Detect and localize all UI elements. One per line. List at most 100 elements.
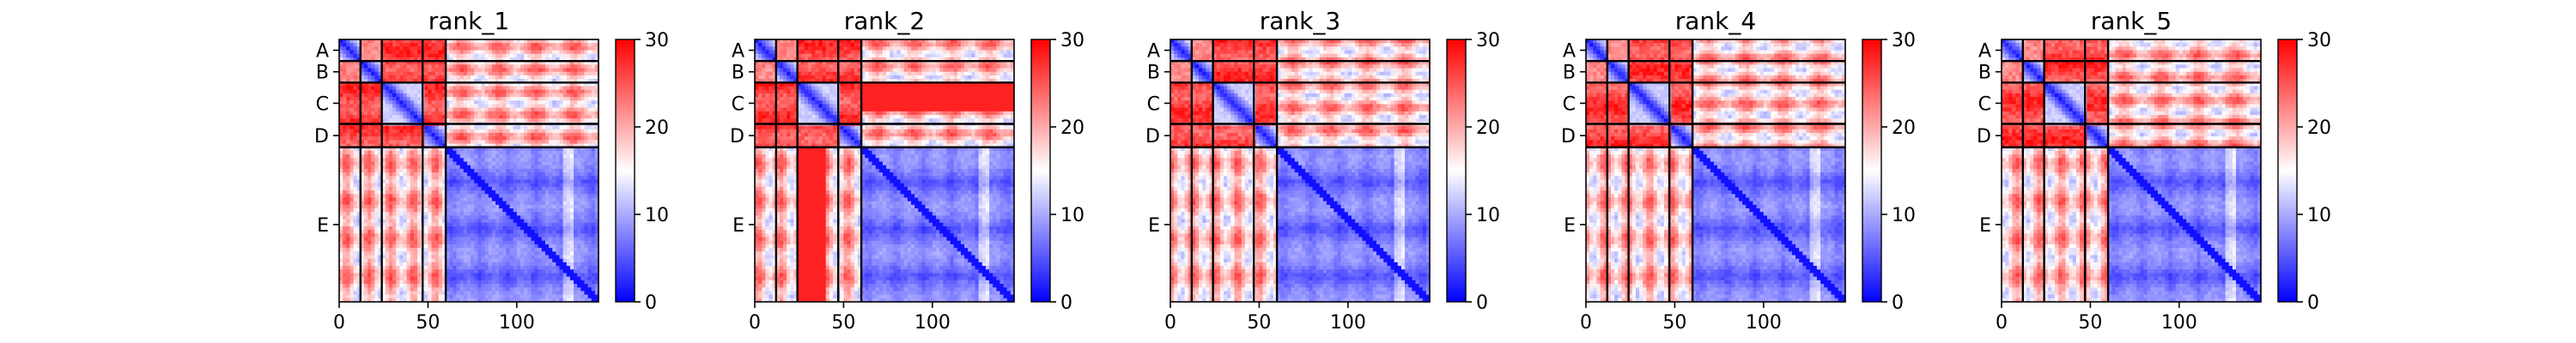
heatmap-cell [574,104,578,108]
heatmap-cell [485,115,489,119]
heatmap-cell [499,104,503,108]
heatmap-cell [449,64,453,69]
heatmap-cell [449,202,453,206]
heatmap-cell [407,244,411,249]
heatmap-cell [574,172,578,177]
heatmap-cell [538,176,543,180]
heatmap-cell [449,179,453,184]
heatmap-cell [567,118,571,123]
heatmap-cell [467,93,471,98]
heatmap-cell [389,208,393,213]
heatmap-cell [524,86,528,90]
heatmap-cell [577,190,581,195]
heatmap-cell [464,115,468,119]
heatmap-cell [453,69,457,73]
heatmap-cell [542,172,546,177]
heatmap-cell [513,172,518,177]
heatmap-cell [477,251,482,256]
heatmap-cell [495,104,500,108]
heatmap-cell [371,172,375,177]
heatmap-cell [492,190,496,195]
heatmap-cell [538,220,543,224]
heatmap-cell [371,129,375,134]
heatmap-cell [574,136,578,141]
heatmap-cell [374,284,379,288]
heatmap-cell [489,266,493,270]
heatmap-cell [520,194,525,198]
heatmap-cell [545,51,550,55]
heatmap-cell [435,244,440,249]
heatmap-cell [502,179,507,184]
heatmap-cell [517,251,521,256]
heatmap-cell [542,269,546,274]
heatmap-cell [549,158,553,162]
heatmap-cell [531,212,535,216]
heatmap-cell [531,251,535,256]
heatmap-cell [371,208,375,213]
heatmap-cell [588,233,592,238]
heatmap-cell [584,202,588,206]
heatmap-cell [489,97,493,101]
heatmap-cell [502,212,507,216]
heatmap-cell [457,266,461,270]
heatmap-cell [474,184,478,188]
heatmap-cell [527,190,532,195]
heatmap-cell [410,115,415,119]
heatmap-cell [485,220,489,224]
heatmap-cell [428,273,432,277]
heatmap-cell [584,108,588,112]
heatmap-cell [349,259,354,263]
heatmap-cell [588,100,592,105]
heatmap-cell [364,277,368,281]
heatmap-cell [531,69,535,73]
heatmap-cell [453,280,457,285]
heatmap-cell [424,100,428,105]
heatmap-cell [481,104,485,108]
heatmap-cell [428,93,432,98]
heatmap-cell [499,184,503,188]
heatmap-cell [574,151,578,155]
heatmap-cell [559,72,563,76]
heatmap-cell [428,244,432,249]
heatmap-cell [396,256,400,260]
heatmap-cell [592,220,596,224]
heatmap-cell [435,251,440,256]
heatmap-cell [538,111,543,116]
heatmap-cell [559,190,563,195]
heatmap-cell [570,202,574,206]
heatmap-cell [453,259,457,263]
heatmap-cell [432,179,436,184]
heatmap-cell [410,184,415,188]
heatmap-cell [371,151,375,155]
heatmap-cell [414,259,418,263]
heatmap-cell [542,238,546,242]
heatmap-cell [588,72,592,76]
heatmap-cell [485,75,489,80]
heatmap-cell [435,75,440,80]
heatmap-cell [485,273,489,277]
heatmap-cell [364,251,368,256]
heatmap-cell [403,126,407,130]
heatmap-cell [457,115,461,119]
heatmap-cell [552,72,556,76]
heatmap-cell [460,64,465,69]
heatmap-cell [364,215,368,220]
heatmap-cell [410,129,415,134]
heatmap-cell [477,140,482,144]
heatmap-cell [489,212,493,216]
heatmap-cell [435,46,440,51]
heatmap-cell [580,108,585,112]
heatmap-cell [453,197,457,202]
heatmap-cell [563,97,568,101]
heatmap-cell [410,176,415,180]
heatmap-cell [477,72,482,76]
heatmap-cell [502,64,507,69]
heatmap-cell [453,273,457,277]
heatmap-cell [396,104,400,108]
heatmap-cell [556,90,560,94]
heatmap-cell [410,256,415,260]
heatmap-cell [495,108,500,112]
heatmap-cell [474,97,478,101]
heatmap-cell [396,64,400,69]
heatmap-cell [428,72,432,76]
